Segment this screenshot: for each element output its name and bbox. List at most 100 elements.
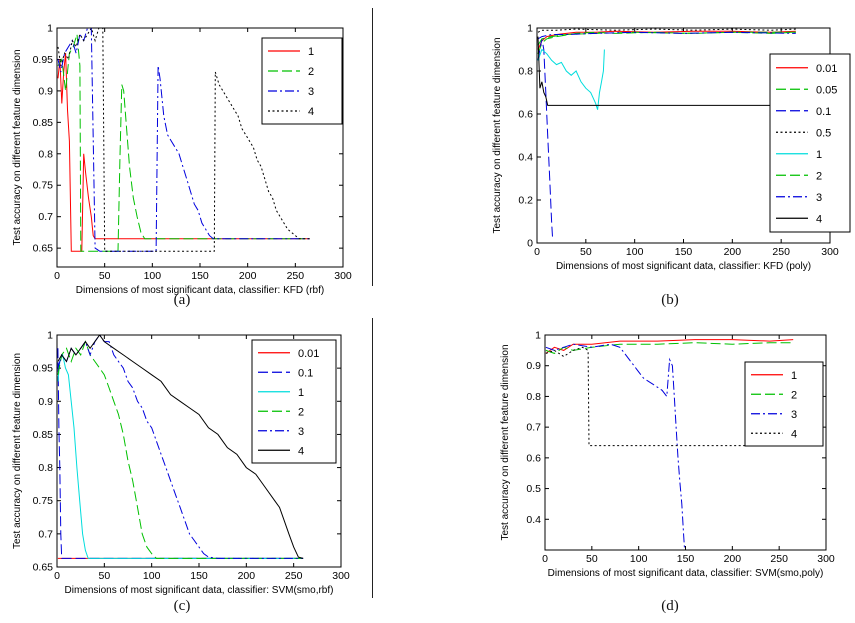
legend-label-a-3: 3 [308, 86, 314, 98]
legend-label-c-3: 3 [298, 426, 304, 438]
y-axis-label-d: Test accuracy on different feature dimen… [500, 344, 511, 540]
x-tick-label-a: 0 [54, 270, 60, 282]
x-tick-label-a: 100 [144, 270, 162, 282]
y-tick-label-a: 0.85 [33, 117, 54, 129]
legend-label-a-2: 2 [308, 66, 314, 78]
x-axis-label-d: Dimensions of most significant data, cla… [548, 568, 824, 579]
x-tick-label-d: 300 [817, 553, 835, 565]
y-tick-label-d: 0.5 [526, 483, 541, 495]
y-axis-label-b: Test accuracy on different feature dimen… [492, 37, 503, 233]
x-tick-label-d: 100 [630, 553, 648, 565]
y-tick-label-a: 0.65 [33, 243, 54, 255]
x-tick-label-c: 200 [238, 570, 256, 582]
series-line-b-0.1 [537, 38, 554, 239]
y-tick-label-a: 0.9 [38, 85, 53, 97]
y-tick-label-a: 0.95 [33, 54, 54, 66]
x-tick-label-b: 50 [580, 246, 592, 258]
legend-label-b-2: 2 [816, 170, 822, 182]
series-group-a [57, 28, 310, 252]
x-tick-label-c: 150 [190, 570, 208, 582]
legend-label-d-3: 3 [791, 409, 797, 421]
vertical-divider-top [372, 8, 373, 286]
series-line-c-4 [57, 335, 304, 559]
y-tick-label-c: 0.95 [33, 363, 54, 375]
y-tick-label-a: 0.7 [38, 211, 53, 223]
legend-label-c-1: 1 [298, 387, 304, 399]
x-tick-label-b: 0 [534, 246, 540, 258]
x-tick-label-b: 200 [724, 246, 742, 258]
legend-label-a-4: 4 [308, 106, 314, 118]
legend-box-a [261, 37, 343, 125]
y-tick-label-d: 0.8 [526, 391, 541, 403]
legend-box-b [769, 53, 851, 233]
x-tick-label-c: 250 [285, 570, 303, 582]
y-tick-label-c: 0.9 [38, 396, 53, 408]
legend-label-c-4: 4 [298, 445, 304, 457]
x-tick-label-d: 200 [724, 553, 742, 565]
chart-c: 0 50 100 150 200 250 300 0.65 0.7 0.75 0.8 0.85 0.9 0… [12, 330, 350, 597]
x-tick-label-b: 300 [821, 246, 839, 258]
x-tick-label-c: 0 [54, 570, 60, 582]
x-tick-label-d: 50 [586, 553, 598, 565]
x-tick-label-a: 200 [239, 270, 257, 282]
x-axis-label-b: Dimensions of most significant data, cla… [556, 261, 811, 272]
y-tick-label-b: 0 [527, 238, 533, 250]
y-tick-label-d: 1 [535, 330, 541, 342]
series-line-a-1 [57, 53, 310, 252]
series-group-c [57, 335, 304, 559]
legend-label-c-2: 2 [298, 406, 304, 418]
y-tick-label-b: 1 [527, 23, 533, 35]
legend-box-c [251, 339, 337, 464]
y-axis-label-c: Test accuracy on different feature dimen… [12, 353, 23, 549]
series-line-a-3 [57, 28, 310, 252]
series-line-b-1 [537, 48, 605, 110]
series-group-b [537, 28, 830, 239]
caption-b: (b) [661, 292, 679, 308]
y-tick-label-c: 0.85 [33, 429, 54, 441]
x-tick-label-c: 50 [98, 570, 110, 582]
series-line-b-4 [537, 36, 830, 106]
x-tick-label-a: 250 [287, 270, 305, 282]
x-tick-label-c: 300 [332, 570, 350, 582]
series-line-c-1 [57, 353, 304, 559]
legend-label-b-0.05: 0.05 [816, 84, 837, 96]
legend-box-d [744, 361, 824, 447]
y-tick-label-b: 0.4 [518, 152, 533, 164]
legend-label-b-0.5: 0.5 [816, 127, 831, 139]
series-group-d [545, 339, 794, 550]
x-tick-label-d: 0 [542, 553, 548, 565]
y-tick-label-c: 0.7 [38, 528, 53, 540]
y-tick-label-a: 0.8 [38, 148, 53, 160]
y-tick-label-a: 1 [47, 23, 53, 35]
y-tick-label-a: 0.75 [33, 180, 54, 192]
series-line-b-3 [537, 31, 796, 40]
chart-b: 0 50 100 150 200 250 300 0 0.2 0.4 0.6 0.8 1 Dimensio… [492, 23, 851, 272]
caption-d: (d) [661, 598, 679, 614]
legend-label-b-4: 4 [816, 213, 822, 225]
x-axis-label-a: Dimensions of most significant data, cla… [76, 285, 324, 296]
series-line-d-3 [545, 343, 686, 550]
series-line-b-0.5 [537, 28, 796, 33]
series-line-b-0.01 [537, 30, 796, 50]
x-tick-label-a: 300 [334, 270, 352, 282]
y-tick-label-d: 0.6 [526, 452, 541, 464]
series-line-a-4 [57, 28, 310, 252]
x-tick-label-a: 50 [99, 270, 111, 282]
y-axis-label-a: Test accuracy on different feature dimen… [12, 49, 23, 245]
series-line-d-4 [545, 346, 794, 447]
x-tick-label-d: 250 [770, 553, 788, 565]
legend-label-b-0.1: 0.1 [816, 106, 831, 118]
y-tick-label-d: 0.4 [526, 514, 541, 526]
x-tick-label-b: 250 [772, 246, 790, 258]
caption-c: (c) [173, 598, 191, 614]
vertical-divider-bottom [372, 318, 373, 598]
chart-a: 0 50 100 150 200 250 300 0.65 0.7 0.75 0.8 0.85 0.9 0… [12, 23, 352, 297]
y-tick-label-d: 0.7 [526, 422, 541, 434]
series-line-d-2 [545, 342, 794, 354]
y-tick-label-c: 0.65 [33, 562, 54, 574]
y-tick-label-c: 0.8 [38, 462, 53, 474]
caption-a: (a) [173, 292, 191, 308]
x-axis-label-c: Dimensions of most significant data, cla… [65, 585, 334, 596]
legend-label-b-0.01: 0.01 [816, 63, 837, 75]
